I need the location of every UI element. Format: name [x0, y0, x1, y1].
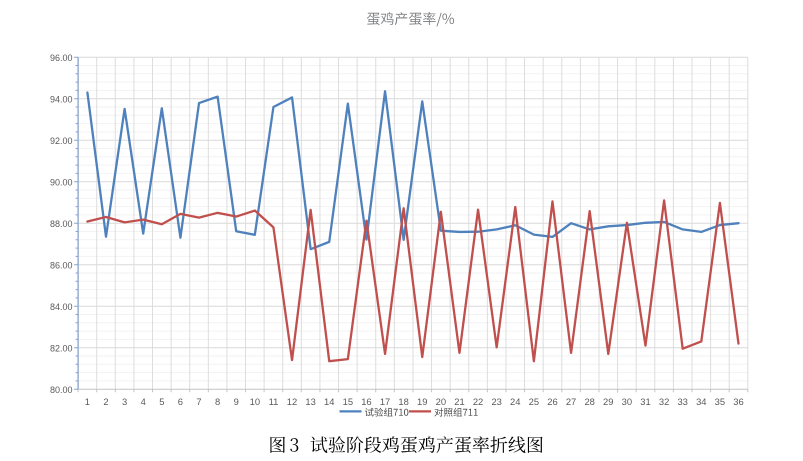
svg-text:23: 23	[491, 396, 501, 407]
svg-text:35: 35	[715, 396, 725, 407]
svg-text:84.00: 84.00	[50, 302, 73, 312]
svg-text:90.00: 90.00	[50, 177, 73, 187]
svg-text:96.00: 96.00	[50, 53, 73, 63]
svg-text:7: 7	[196, 396, 201, 407]
svg-text:25: 25	[529, 396, 539, 407]
svg-text:30: 30	[622, 396, 632, 407]
svg-text:19: 19	[417, 396, 427, 407]
svg-text:27: 27	[566, 396, 576, 407]
svg-text:9: 9	[234, 396, 239, 407]
svg-text:6: 6	[178, 396, 183, 407]
svg-text:5: 5	[159, 396, 164, 407]
svg-text:33: 33	[677, 396, 687, 407]
svg-text:31: 31	[640, 396, 650, 407]
svg-text:92.00: 92.00	[50, 136, 73, 146]
svg-text:88.00: 88.00	[50, 219, 73, 229]
svg-text:22: 22	[473, 396, 483, 407]
svg-text:36: 36	[733, 396, 743, 407]
svg-text:13: 13	[305, 396, 315, 407]
svg-text:21: 21	[454, 396, 464, 407]
svg-text:10: 10	[250, 396, 260, 407]
svg-text:29: 29	[603, 396, 613, 407]
svg-text:8: 8	[215, 396, 220, 407]
svg-text:32: 32	[659, 396, 669, 407]
svg-text:26: 26	[547, 396, 557, 407]
svg-text:94.00: 94.00	[50, 94, 73, 104]
svg-text:14: 14	[324, 396, 334, 407]
svg-text:28: 28	[584, 396, 594, 407]
svg-text:16: 16	[361, 396, 371, 407]
svg-text:82.00: 82.00	[50, 343, 73, 353]
svg-text:24: 24	[510, 396, 520, 407]
svg-text:4: 4	[141, 396, 146, 407]
svg-text:20: 20	[436, 396, 446, 407]
svg-text:86.00: 86.00	[50, 260, 73, 270]
svg-text:11: 11	[269, 396, 279, 407]
svg-text:18: 18	[398, 396, 408, 407]
svg-text:3: 3	[122, 396, 127, 407]
svg-text:15: 15	[343, 396, 353, 407]
svg-text:1: 1	[85, 396, 90, 407]
svg-text:34: 34	[696, 396, 706, 407]
svg-text:17: 17	[380, 396, 390, 407]
svg-text:12: 12	[287, 396, 297, 407]
svg-text:80.00: 80.00	[50, 385, 73, 395]
svg-text:2: 2	[103, 396, 108, 407]
